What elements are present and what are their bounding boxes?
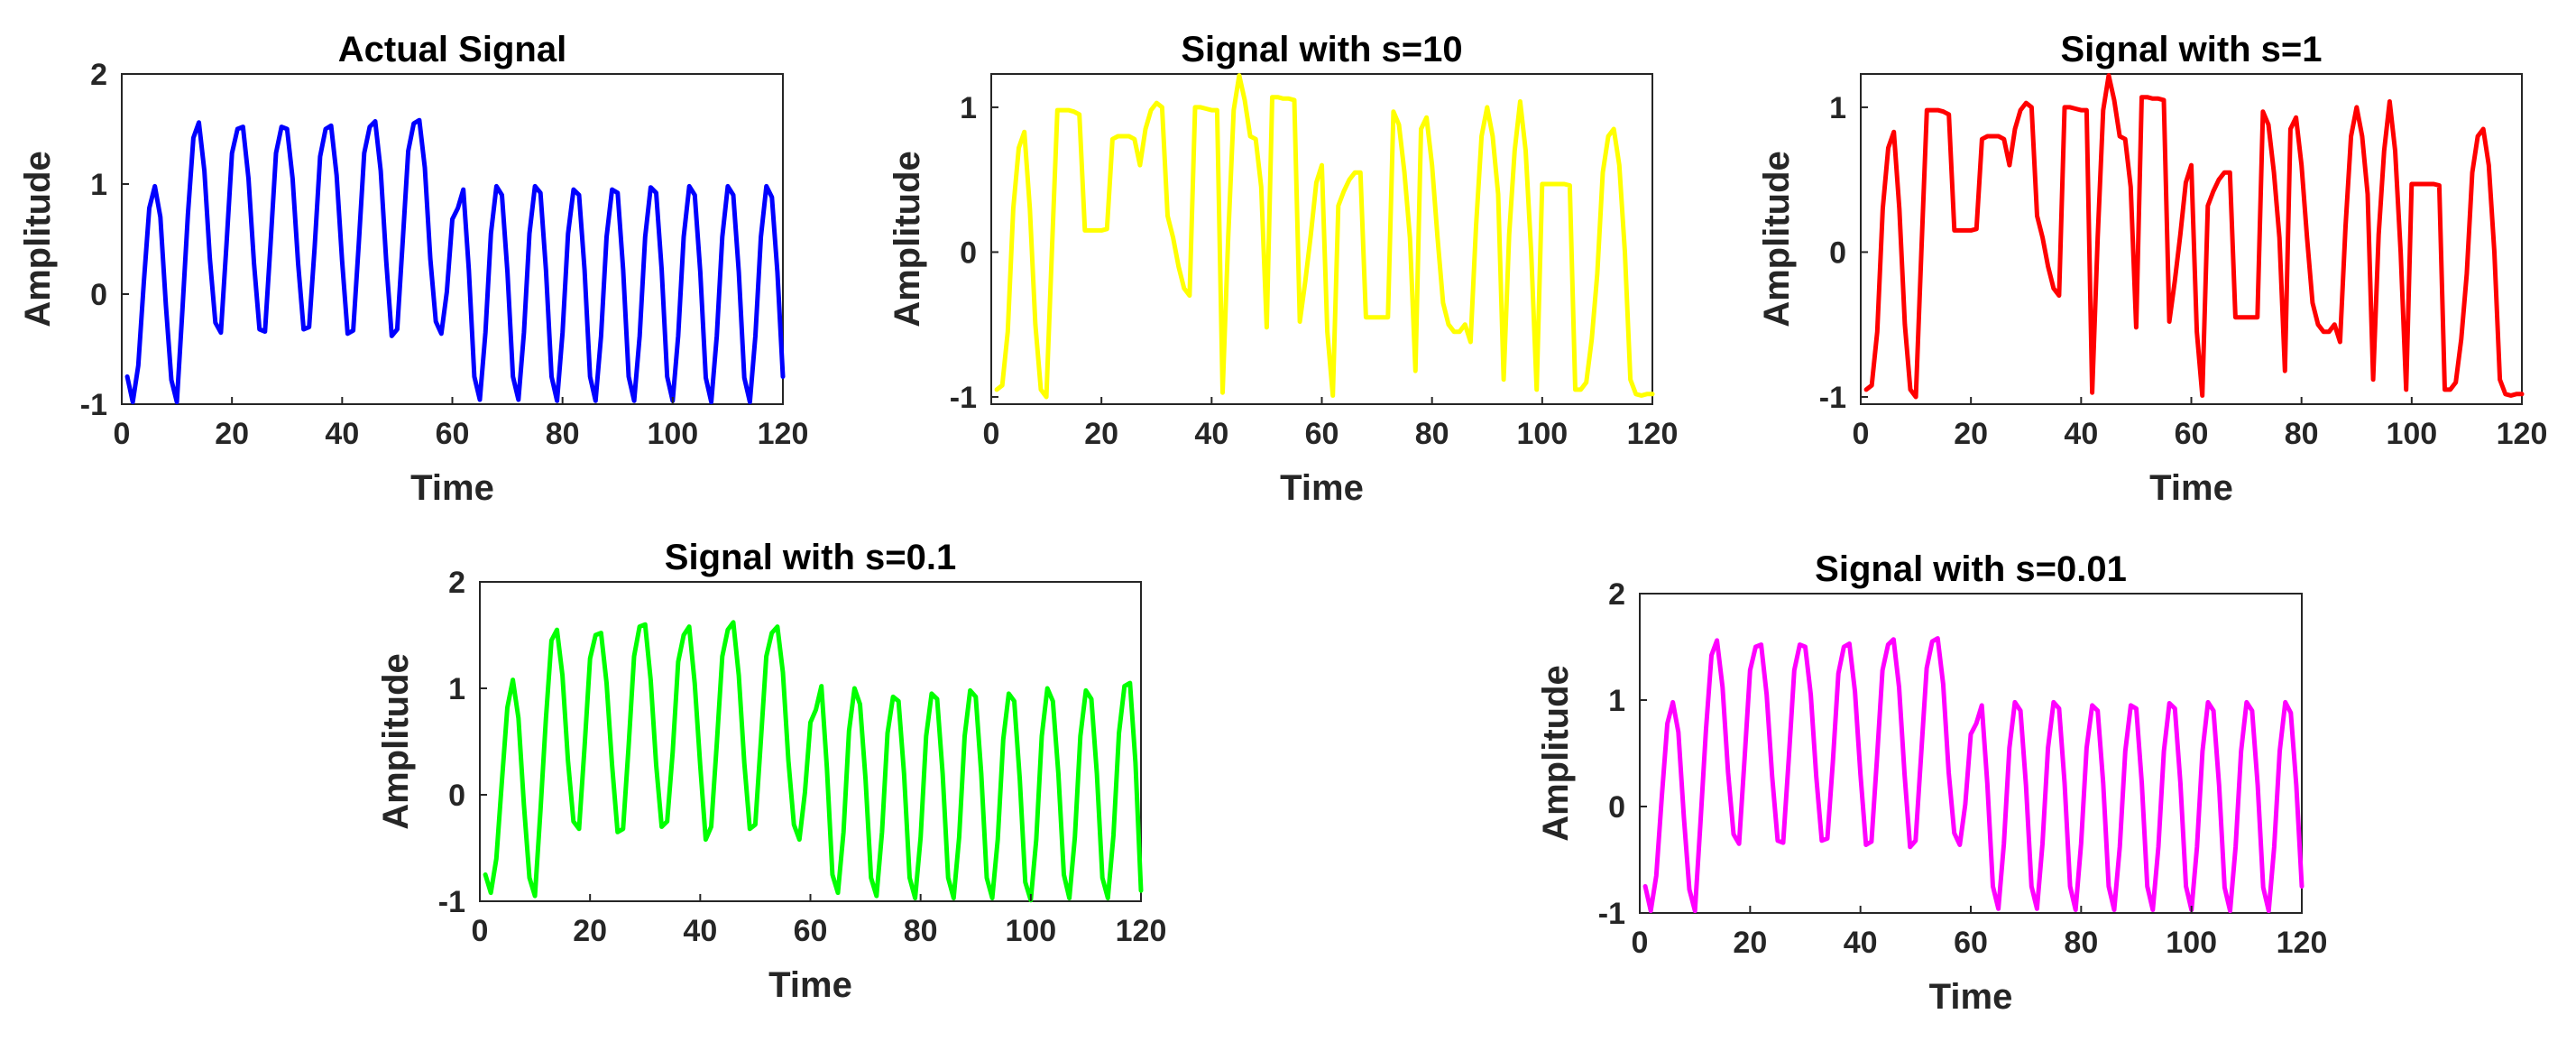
x-axis-label: Time <box>768 965 852 1005</box>
y-tick-label: 1 <box>1608 684 1625 718</box>
y-tick-label: 0 <box>1829 235 1846 270</box>
x-tick-label: 20 <box>1954 417 1988 451</box>
y-tick-label: -1 <box>1598 897 1625 931</box>
y-tick-label: 2 <box>90 58 107 92</box>
x-tick-label: 120 <box>2497 417 2548 451</box>
y-axis-label: Amplitude <box>1757 151 1797 327</box>
x-tick-label: 100 <box>1516 417 1568 451</box>
y-tick-label: -1 <box>80 388 107 422</box>
x-tick-label: 60 <box>1954 926 1988 960</box>
y-tick-label: 1 <box>960 91 977 125</box>
x-tick-label: 40 <box>683 914 717 948</box>
y-tick-label: 0 <box>1608 790 1625 825</box>
x-tick-label: 100 <box>2386 417 2437 451</box>
x-tick-label: 60 <box>1305 417 1339 451</box>
x-tick-label: 0 <box>472 914 489 948</box>
series-line-s-1 <box>1863 73 2525 400</box>
x-tick-label: 60 <box>2175 417 2209 451</box>
y-tick-label: 1 <box>90 168 107 202</box>
x-tick-label: 60 <box>436 417 470 451</box>
x-tick-label: 80 <box>2064 926 2098 960</box>
y-tick-label: 1 <box>448 672 465 706</box>
x-tick-label: 80 <box>2285 417 2319 451</box>
plot-title-s-10: Signal with s=10 <box>1181 30 1462 69</box>
x-tick-label: 120 <box>758 417 809 451</box>
x-tick-label: 80 <box>904 914 938 948</box>
series-line-s-0-1 <box>483 620 1144 903</box>
x-tick-label: 120 <box>1116 914 1167 948</box>
x-tick-label: 40 <box>2064 417 2098 451</box>
y-tick-label: 0 <box>960 235 977 270</box>
x-tick-label: 100 <box>1005 914 1056 948</box>
y-axis-label: Amplitude <box>376 653 416 830</box>
x-tick-label: 20 <box>1084 417 1118 451</box>
x-tick-label: 0 <box>1853 417 1870 451</box>
x-tick-label: 0 <box>114 417 131 451</box>
x-tick-label: 0 <box>983 417 1000 451</box>
x-tick-label: 20 <box>215 417 249 451</box>
x-tick-label: 120 <box>2277 926 2328 960</box>
plot-area <box>1860 73 2523 405</box>
x-tick-label: 60 <box>794 914 828 948</box>
x-tick-label: 20 <box>573 914 607 948</box>
y-tick-label: 0 <box>90 278 107 312</box>
y-tick-label: 2 <box>1608 577 1625 612</box>
x-tick-label: 20 <box>1733 926 1767 960</box>
x-tick-label: 100 <box>647 417 698 451</box>
plot-title-s-0-1: Signal with s=0.1 <box>665 538 956 577</box>
x-tick-label: 0 <box>1632 926 1649 960</box>
x-tick-label: 80 <box>546 417 580 451</box>
x-tick-label: 40 <box>325 417 359 451</box>
y-tick-label: -1 <box>950 381 977 415</box>
x-axis-label: Time <box>1280 468 1364 508</box>
x-axis-label: Time <box>2149 468 2233 508</box>
x-tick-label: 120 <box>1627 417 1679 451</box>
y-tick-label: 2 <box>448 566 465 600</box>
series-line-actual-signal <box>124 117 786 405</box>
plot-area <box>990 73 1653 405</box>
x-tick-label: 40 <box>1844 926 1878 960</box>
x-tick-label: 100 <box>2166 926 2217 960</box>
plot-title-s-1: Signal with s=1 <box>2060 30 2322 69</box>
y-axis-label: Amplitude <box>18 151 58 327</box>
y-axis-label: Amplitude <box>888 151 927 327</box>
y-tick-label: -1 <box>1819 381 1846 415</box>
plot-title-s-0-01: Signal with s=0.01 <box>1815 549 2127 589</box>
y-tick-label: 0 <box>448 779 465 813</box>
series-line-s-10 <box>994 73 1655 400</box>
y-axis-label: Amplitude <box>1536 665 1576 842</box>
x-tick-label: 40 <box>1194 417 1228 451</box>
plot-title-actual-signal: Actual Signal <box>338 30 566 69</box>
x-tick-label: 80 <box>1415 417 1449 451</box>
x-axis-label: Time <box>410 468 494 508</box>
x-axis-label: Time <box>1929 977 2013 1017</box>
series-line-s-0-01 <box>1642 636 2305 914</box>
y-tick-label: -1 <box>438 885 465 919</box>
y-tick-label: 1 <box>1829 91 1846 125</box>
